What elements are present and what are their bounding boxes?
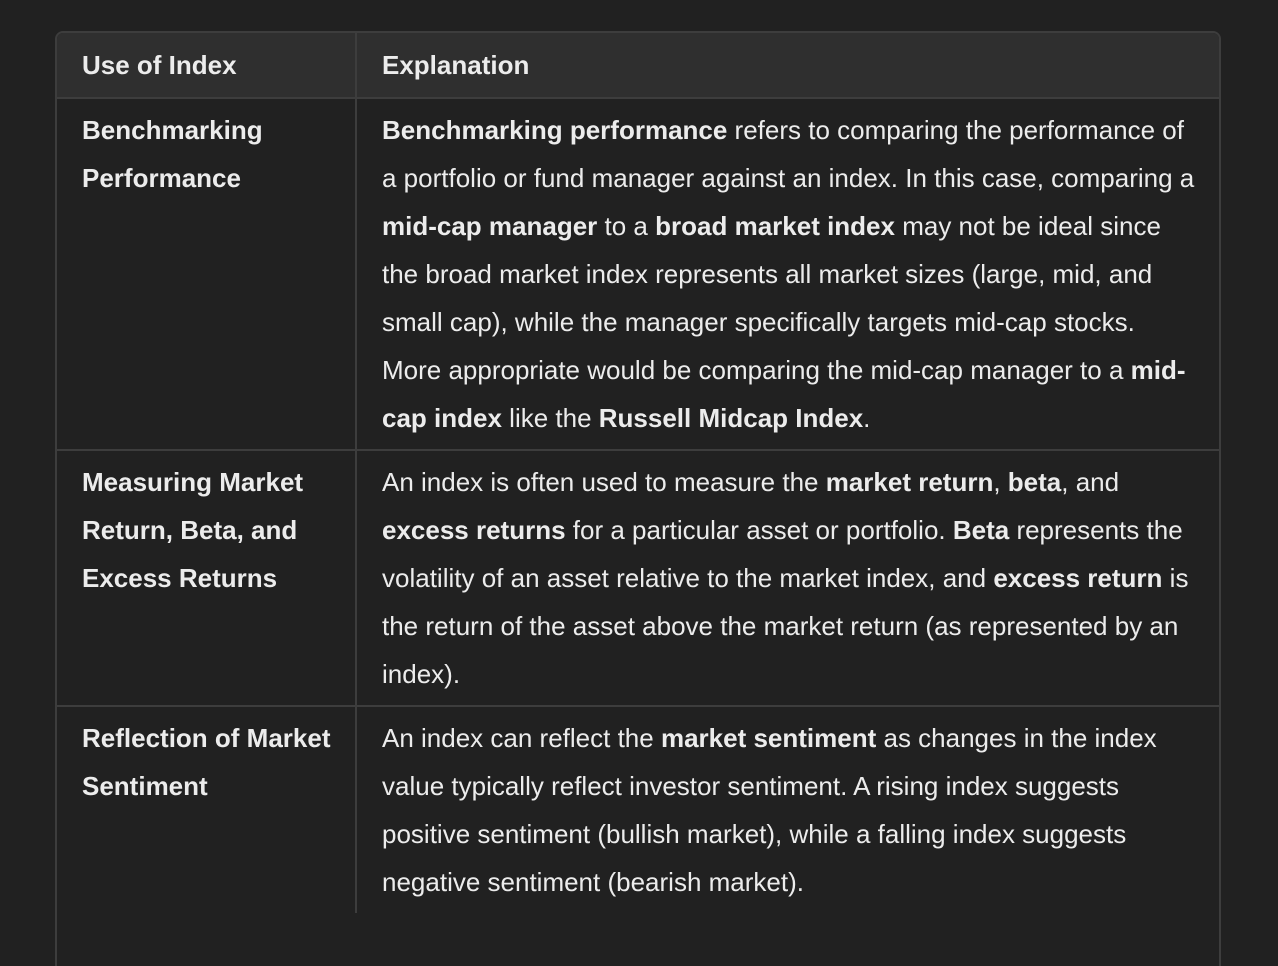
table-row: Reflection of Market Sentiment An index …: [57, 706, 1219, 913]
text-segment: , and: [1061, 467, 1120, 497]
table: Use of Index Explanation Benchmarking Pe…: [57, 33, 1219, 913]
index-uses-table: Use of Index Explanation Benchmarking Pe…: [55, 31, 1221, 966]
text-segment: .: [863, 403, 871, 433]
text-segment: An index can reflect the: [382, 723, 661, 753]
bold-term: excess returns: [382, 515, 566, 545]
table-row: Measuring Market Return, Beta, and Exces…: [57, 450, 1219, 707]
text-segment: ,: [993, 467, 1008, 497]
text-segment: like the: [501, 403, 599, 433]
row-explanation-cell: An index is often used to measure the ma…: [356, 450, 1219, 707]
header-use-of-index: Use of Index: [57, 33, 357, 99]
text-segment: may not be ideal since the broad market …: [382, 211, 1161, 385]
text-segment: refers to comparing the performance of a…: [382, 115, 1195, 193]
bold-term: excess return: [993, 563, 1163, 593]
bold-term: beta: [1007, 467, 1062, 497]
row-explanation-cell: Benchmarking performance refers to compa…: [356, 98, 1219, 451]
text-segment: An index is often used to measure the: [382, 467, 826, 497]
bold-term: mid-cap index: [382, 355, 1186, 433]
bold-term: Benchmarking performance: [382, 115, 728, 145]
text-segment: represents the volatility of an asset re…: [382, 515, 1183, 593]
row-use-cell: Benchmarking Performance: [57, 98, 357, 451]
row-explanation-cell: An index can reflect the market sentimen…: [356, 706, 1219, 913]
bold-term: broad market index: [655, 211, 895, 241]
text-segment: is the return of the asset above the mar…: [382, 563, 1189, 689]
text-segment: for a particular asset or portfolio.: [565, 515, 953, 545]
row-use-cell: Reflection of Market Sentiment: [57, 706, 357, 913]
table-header-row: Use of Index Explanation: [57, 33, 1219, 99]
text-segment: as changes in the index value typically …: [382, 723, 1157, 897]
bold-term: market sentiment: [660, 723, 877, 753]
table-row: Benchmarking Performance Benchmarking pe…: [57, 98, 1219, 451]
bold-term: Russell Midcap Index: [598, 403, 864, 433]
header-explanation: Explanation: [356, 33, 1219, 99]
bold-term: Beta: [952, 515, 1010, 545]
text-segment: to a: [597, 211, 656, 241]
bold-term: market return: [825, 467, 994, 497]
row-use-cell: Measuring Market Return, Beta, and Exces…: [57, 450, 357, 707]
bold-term: mid-cap manager: [382, 211, 598, 241]
